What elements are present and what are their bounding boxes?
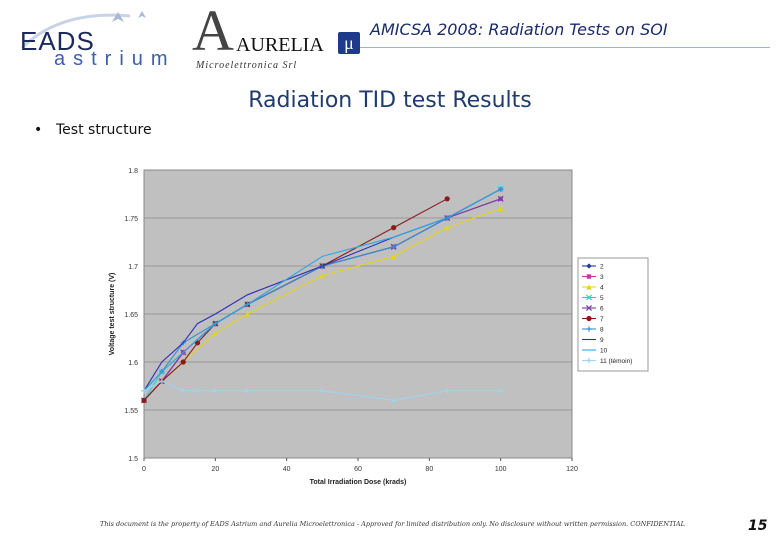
data-point	[141, 397, 147, 403]
y-tick-label: 1.75	[124, 216, 138, 223]
slide-title: Radiation TID test Results	[248, 88, 532, 113]
bullet-icon: •	[34, 122, 43, 138]
data-point	[180, 388, 186, 394]
data-point	[180, 359, 186, 365]
legend-label: 7	[600, 316, 604, 323]
data-point	[498, 205, 504, 211]
legend-label: 9	[600, 337, 604, 344]
data-point	[444, 225, 450, 231]
header-divider	[360, 47, 770, 48]
data-point	[391, 397, 397, 403]
data-point	[212, 388, 218, 394]
data-point	[391, 225, 397, 231]
data-point	[586, 284, 592, 290]
bullet-text: Test structure	[56, 122, 152, 138]
data-point	[159, 378, 165, 384]
y-tick-label: 1.55	[124, 408, 138, 415]
x-axis-label: Total Irradiation Dose (krads)	[310, 479, 407, 486]
data-point	[585, 304, 593, 312]
legend-label: 6	[600, 306, 604, 313]
data-point	[212, 330, 218, 336]
x-tick-label: 80	[425, 466, 433, 473]
eads-swoosh-graphic	[20, 11, 146, 50]
data-point	[497, 195, 504, 202]
bullet-item: • Test structure	[34, 122, 152, 138]
x-tick-label: 100	[495, 466, 507, 473]
legend-label: 4	[600, 285, 604, 292]
data-point	[498, 186, 504, 192]
y-tick-label: 1.6	[128, 360, 138, 367]
y-tick-label: 1.5	[128, 456, 138, 463]
data-point	[141, 388, 147, 394]
legend-label: 3	[600, 274, 604, 281]
astrium-wordmark: astrium	[54, 48, 176, 70]
x-tick-label: 40	[283, 466, 291, 473]
data-point	[194, 388, 201, 394]
conference-title: AMICSA 2008: Radiation Tests on SOI	[370, 20, 668, 39]
data-point	[319, 273, 325, 279]
chart: 1.5 1.55 1.6 1.65 1.7 1.75 1.8 0 20 40 60 80 100 120 T…	[109, 168, 649, 486]
data-point	[586, 274, 592, 279]
y-tick-label: 1.65	[124, 312, 138, 319]
aurelia-a-glyph: A	[192, 0, 234, 63]
aurelia-subtitle: Microelettronica Srl	[196, 60, 298, 71]
aurelia-logo: A AURELIA μ Microelettronica Srl	[192, 2, 362, 71]
legend-label: 11 (témoin)	[600, 358, 632, 365]
data-point	[585, 294, 593, 301]
x-tick-label: 120	[566, 466, 578, 473]
data-point	[498, 388, 504, 394]
y-tick-label: 1.7	[128, 264, 138, 271]
data-point	[586, 326, 592, 332]
data-point	[444, 388, 450, 394]
mu-icon: μ	[338, 32, 360, 54]
data-point	[586, 357, 592, 364]
data-point	[391, 244, 397, 250]
data-point	[391, 253, 397, 259]
x-tick-label: 0	[142, 466, 146, 473]
y-axis-label: Voltage test structure (V)	[109, 273, 116, 356]
data-point	[244, 388, 251, 394]
legend-label: 10	[600, 348, 608, 355]
data-point	[586, 263, 592, 269]
aurelia-wordmark: AURELIA	[236, 34, 324, 56]
legend-label: 8	[600, 327, 604, 334]
legend-label: 5	[600, 295, 604, 302]
y-tick-label: 1.8	[128, 168, 138, 175]
eads-astrium-logo: EADS astrium	[20, 8, 190, 70]
data-point	[244, 311, 251, 317]
series-line	[143, 380, 501, 401]
series-line	[143, 188, 501, 392]
data-point	[444, 196, 450, 202]
data-point	[319, 388, 325, 394]
eads-wordmark: EADS	[20, 26, 95, 56]
x-tick-label: 60	[354, 466, 362, 473]
data-point	[586, 315, 592, 322]
legend-label: 2	[600, 264, 604, 271]
x-tick-label: 20	[211, 466, 219, 473]
page-number: 15	[748, 518, 768, 534]
footer-note: This document is the property of EADS As…	[100, 520, 685, 528]
